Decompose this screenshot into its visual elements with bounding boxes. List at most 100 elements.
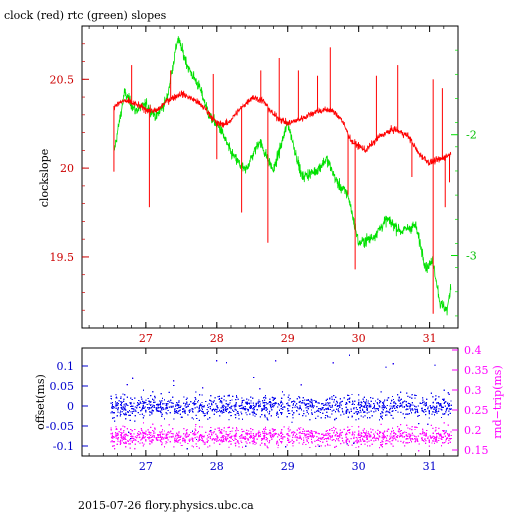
roundtrip-points-point: [347, 438, 349, 440]
roundtrip-points-point: [118, 431, 120, 433]
roundtrip-points-point: [421, 439, 423, 441]
roundtrip-points-point: [345, 434, 347, 436]
roundtrip-points-point: [383, 436, 385, 438]
roundtrip-points-point: [224, 438, 226, 439]
roundtrip-points-point: [110, 433, 112, 435]
roundtrip-points-point: [178, 439, 180, 441]
roundtrip-points-point: [408, 442, 410, 443]
roundtrip-points-point: [221, 429, 223, 431]
roundtrip-points-point: [441, 438, 443, 440]
roundtrip-points-point: [219, 429, 221, 431]
roundtrip-points-point: [432, 440, 434, 442]
roundtrip-points-point: [321, 438, 323, 440]
roundtrip-points-point: [346, 440, 348, 442]
roundtrip-points-point: [335, 440, 336, 442]
roundtrip-points-point: [225, 433, 227, 435]
roundtrip-points-point: [263, 438, 265, 440]
roundtrip-points-point: [117, 440, 119, 442]
roundtrip-points-point: [179, 442, 181, 444]
roundtrip-points-point: [170, 436, 172, 437]
roundtrip-points-point: [117, 438, 119, 440]
roundtrip-points-point: [295, 437, 297, 439]
roundtrip-points-point: [150, 437, 152, 438]
roundtrip-points-point: [139, 432, 141, 434]
roundtrip-points-point: [341, 437, 343, 439]
roundtrip-points-point: [159, 436, 161, 438]
roundtrip-points-point: [276, 443, 277, 445]
roundtrip-points-point: [124, 426, 126, 428]
roundtrip-points-point: [259, 444, 261, 446]
roundtrip-points-point: [251, 437, 252, 438]
roundtrip-points-point: [123, 442, 124, 444]
roundtrip-points-point: [231, 435, 233, 437]
roundtrip-points-point: [250, 428, 252, 430]
roundtrip-points-point: [204, 441, 206, 443]
roundtrip-points-point: [266, 446, 268, 448]
roundtrip-points-point: [230, 437, 232, 439]
roundtrip-points-point: [399, 435, 401, 437]
roundtrip-points-point: [236, 427, 237, 428]
roundtrip-points-point: [424, 433, 426, 435]
roundtrip-points-point: [393, 438, 395, 440]
roundtrip-points-point: [398, 429, 400, 430]
roundtrip-points-point: [434, 442, 435, 444]
roundtrip-points-point: [363, 428, 365, 430]
roundtrip-points-point: [194, 431, 196, 433]
roundtrip-points-point: [120, 435, 122, 437]
roundtrip-points-point: [180, 436, 181, 438]
roundtrip-points-point: [138, 431, 140, 432]
roundtrip-points-point: [247, 439, 249, 441]
roundtrip-points-point: [250, 431, 252, 433]
roundtrip-points-point: [236, 428, 238, 430]
roundtrip-points-point: [443, 422, 445, 424]
roundtrip-points-point: [151, 439, 153, 441]
roundtrip-points-point: [280, 431, 282, 433]
roundtrip-points-point: [367, 445, 368, 447]
roundtrip-points-point: [138, 434, 140, 436]
roundtrip-points-point: [120, 439, 121, 441]
series-line-red: [113, 90, 452, 166]
roundtrip-points-point: [373, 437, 375, 439]
roundtrip-points-point: [396, 436, 398, 438]
roundtrip-points-point: [390, 433, 392, 435]
roundtrip-points-point: [405, 442, 407, 444]
roundtrip-points-point: [157, 435, 159, 437]
roundtrip-points-point: [244, 438, 246, 440]
roundtrip-points-point: [151, 440, 153, 442]
roundtrip-points-point: [154, 432, 156, 434]
roundtrip-points-point: [134, 439, 136, 440]
roundtrip-points-point: [415, 440, 417, 442]
roundtrip-points-point: [433, 438, 435, 440]
roundtrip-points-point: [375, 431, 376, 433]
roundtrip-points-point: [373, 433, 375, 435]
roundtrip-points-point: [397, 430, 399, 432]
roundtrip-points-point: [227, 435, 229, 437]
roundtrip-points-point: [211, 432, 213, 434]
roundtrip-points-point: [176, 439, 177, 441]
roundtrip-points-point: [153, 432, 155, 434]
roundtrip-points-point: [348, 432, 350, 433]
roundtrip-points-point: [235, 432, 237, 434]
roundtrip-points-point: [358, 433, 360, 435]
roundtrip-points-point: [131, 437, 133, 439]
roundtrip-points-point: [242, 446, 243, 448]
x-tick-label: 27: [139, 332, 153, 345]
roundtrip-points-point: [304, 435, 306, 437]
roundtrip-points-point: [382, 433, 384, 435]
roundtrip-points-point: [324, 445, 326, 447]
roundtrip-points-point: [306, 434, 307, 436]
roundtrip-points-point: [326, 434, 328, 436]
roundtrip-points-point: [306, 436, 308, 438]
roundtrip-points-point: [115, 433, 117, 435]
roundtrip-points-point: [191, 445, 193, 447]
roundtrip-points-point: [259, 432, 261, 433]
roundtrip-points-point: [183, 438, 185, 439]
roundtrip-points-point: [340, 434, 342, 436]
roundtrip-points-point: [273, 433, 275, 435]
roundtrip-points-point: [405, 432, 407, 433]
offset-plot: 27 28 29 30 31-0.1-0.0500.050.10.150.20.250.…: [34, 344, 504, 473]
roundtrip-points-point: [185, 436, 187, 438]
roundtrip-points-point: [357, 436, 359, 438]
roundtrip-points-point: [429, 435, 431, 437]
